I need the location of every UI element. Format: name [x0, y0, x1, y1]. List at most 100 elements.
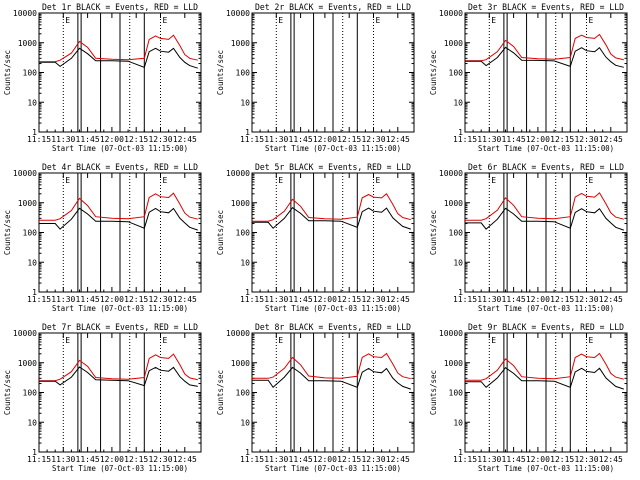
x-axis-label: Start Time (07-Oct-03 11:15:00)	[52, 144, 188, 153]
series-line-lld	[252, 352, 411, 380]
x-tick-label: 12:00	[313, 295, 337, 304]
x-tick-label: 11:30	[264, 295, 288, 304]
y-tick-label: 10	[453, 418, 463, 427]
x-tick-label: 11:45	[289, 135, 313, 144]
y-axis-label: Counts/sec	[216, 210, 225, 255]
x-axis-label: Start Time (07-Oct-03 11:15:00)	[265, 304, 401, 313]
x-axis-label: Start Time (07-Oct-03 11:15:00)	[265, 464, 401, 473]
x-tick-label: 12:45	[173, 455, 197, 464]
x-tick-label: 11:30	[51, 455, 75, 464]
x-tick-label: 11:15	[27, 135, 51, 144]
y-tick-label: 10	[27, 418, 37, 427]
series-line-events	[465, 207, 624, 231]
x-tick-label: 12:45	[386, 295, 410, 304]
y-tick-label: 100	[236, 389, 251, 398]
x-tick-label: 12:45	[599, 455, 623, 464]
x-tick-label: 11:45	[76, 295, 100, 304]
x-tick-label: 11:30	[264, 135, 288, 144]
flag-label: E	[589, 336, 594, 345]
y-tick-label: 10000	[439, 9, 463, 18]
series-line-lld	[465, 352, 624, 381]
panel-det-4: Det 4r BLACK = Events, RED = LLD 1 10 100 10…	[3, 163, 202, 313]
x-tick-label: 12:15	[124, 135, 148, 144]
x-tick-label: 11:45	[76, 135, 100, 144]
x-axis-label: Start Time (07-Oct-03 11:15:00)	[478, 304, 614, 313]
series-line-events	[252, 207, 411, 230]
panel-det-6: Det 6r BLACK = Events, RED = LLD 1 10 100 10…	[429, 163, 628, 313]
y-tick-label: 10	[27, 258, 37, 267]
x-tick-label: 12:00	[526, 295, 550, 304]
x-tick-label: 12:00	[100, 135, 124, 144]
x-tick-label: 12:00	[100, 455, 124, 464]
flag-label: E	[491, 176, 496, 185]
flag-label: E	[278, 16, 283, 25]
flag-label: E	[376, 336, 381, 345]
x-tick-label: 11:15	[240, 295, 264, 304]
x-tick-label: 11:30	[51, 295, 75, 304]
flag-label: E	[376, 16, 381, 25]
x-tick-label: 11:15	[453, 295, 477, 304]
y-tick-label: 1000	[18, 39, 37, 48]
x-tick-label: 12:30	[148, 455, 172, 464]
panel-det-3: Det 3r BLACK = Events, RED = LLD 1 10 100 10…	[429, 3, 628, 153]
x-tick-label: 12:30	[148, 135, 172, 144]
x-tick-label: 12:15	[337, 135, 361, 144]
x-axis-label: Start Time (07-Oct-03 11:15:00)	[265, 144, 401, 153]
flag-label: E	[491, 16, 496, 25]
x-tick-label: 12:15	[550, 455, 574, 464]
x-tick-label: 11:45	[289, 455, 313, 464]
y-tick-label: 10	[240, 258, 250, 267]
x-axis-label: Start Time (07-Oct-03 11:15:00)	[478, 144, 614, 153]
series-line-events	[465, 46, 624, 68]
y-axis-label: Counts/sec	[3, 370, 12, 415]
x-tick-label: 12:00	[100, 295, 124, 304]
series-line-events	[252, 366, 411, 390]
y-tick-label: 1	[245, 448, 250, 457]
flag-label: E	[163, 16, 168, 25]
series-line-events	[39, 207, 198, 231]
y-axis-label: Counts/sec	[429, 50, 438, 95]
y-tick-label: 10000	[439, 329, 463, 338]
x-axis-label: Start Time (07-Oct-03 11:15:00)	[52, 464, 188, 473]
series-line-events	[465, 367, 624, 390]
x-tick-label: 12:45	[599, 135, 623, 144]
y-tick-label: 10000	[13, 329, 37, 338]
series-line-events	[39, 366, 198, 387]
panel-title: Det 4r BLACK = Events, RED = LLD	[42, 163, 198, 173]
x-tick-label: 12:45	[599, 295, 623, 304]
panel-title: Det 5r BLACK = Events, RED = LLD	[255, 163, 411, 173]
flag-label: E	[278, 176, 283, 185]
panel-title: Det 1r BLACK = Events, RED = LLD	[42, 3, 198, 13]
y-axis-label: Counts/sec	[429, 210, 438, 255]
flag-label: E	[589, 176, 594, 185]
y-tick-label: 100	[449, 229, 464, 238]
x-tick-label: 11:15	[27, 295, 51, 304]
flag-label: E	[589, 16, 594, 25]
x-tick-label: 11:30	[477, 295, 501, 304]
y-tick-label: 1000	[444, 39, 463, 48]
y-tick-label: 10	[453, 258, 463, 267]
y-tick-label: 1	[458, 288, 463, 297]
y-tick-label: 100	[23, 69, 38, 78]
x-tick-label: 11:15	[240, 135, 264, 144]
y-tick-label: 100	[236, 69, 251, 78]
series-line-lld	[39, 192, 198, 221]
series-line-lld	[465, 192, 624, 221]
y-tick-label: 1	[32, 448, 37, 457]
y-tick-label: 1	[32, 288, 37, 297]
y-tick-label: 10000	[226, 9, 250, 18]
panel-det-2: Det 2r BLACK = Events, RED = LLD 1 10 100 10…	[216, 3, 415, 153]
y-tick-label: 10	[453, 98, 463, 107]
flag-label: E	[376, 176, 381, 185]
y-tick-label: 1000	[18, 199, 37, 208]
panel-det-9: Det 9r BLACK = Events, RED = LLD 1 10 100 10…	[429, 323, 628, 473]
y-axis-label: Counts/sec	[216, 370, 225, 415]
x-tick-label: 12:30	[361, 295, 385, 304]
y-tick-label: 10	[240, 418, 250, 427]
x-tick-label: 11:30	[264, 455, 288, 464]
y-tick-label: 1000	[231, 359, 250, 368]
x-axis-label: Start Time (07-Oct-03 11:15:00)	[52, 304, 188, 313]
x-tick-label: 12:45	[386, 135, 410, 144]
x-tick-label: 12:30	[361, 455, 385, 464]
